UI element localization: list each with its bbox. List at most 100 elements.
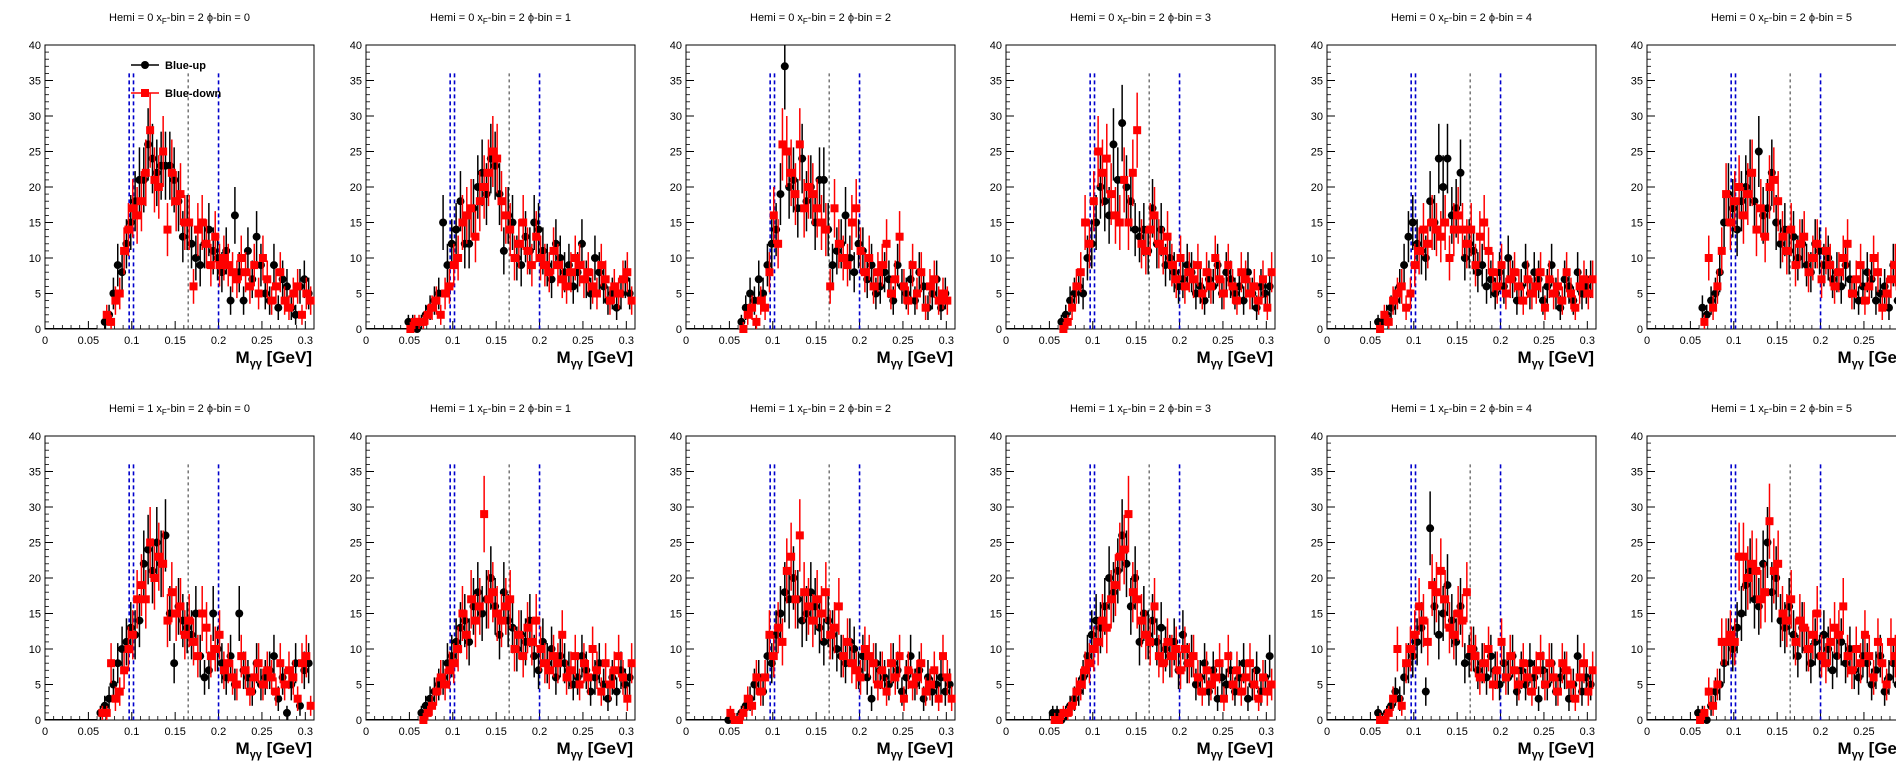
y-tick-label: 40 xyxy=(990,431,1002,443)
blue-down-marker xyxy=(882,687,891,696)
blue-down-marker xyxy=(1154,652,1163,661)
blue-down-marker xyxy=(1588,666,1597,675)
blue-down-marker xyxy=(921,303,930,312)
x-tick-label: 0.2 xyxy=(1493,726,1508,738)
blue-down-marker xyxy=(1202,666,1211,675)
blue-down-marker xyxy=(150,175,159,184)
blue-down-marker xyxy=(120,666,129,675)
blue-down-marker xyxy=(254,659,263,668)
blue-up-marker xyxy=(1109,140,1118,149)
blue-down-marker xyxy=(748,701,757,710)
blue-down-marker xyxy=(293,694,302,703)
blue-down-marker xyxy=(1124,218,1133,227)
blue-up-marker xyxy=(1135,637,1144,646)
blue-down-marker xyxy=(830,204,839,213)
blue-down-marker xyxy=(618,673,627,682)
y-tick-label: 15 xyxy=(29,609,41,621)
blue-down-marker xyxy=(791,190,800,199)
blue-down-marker xyxy=(137,197,146,206)
y-tick-label: 0 xyxy=(996,715,1002,727)
blue-down-marker xyxy=(1765,517,1774,526)
x-tick-label: 0.1 xyxy=(445,726,460,738)
blue-down-marker xyxy=(462,630,471,639)
blue-down-marker xyxy=(795,140,804,149)
y-tick-label: 30 xyxy=(1631,111,1643,123)
x-tick-label: 0 xyxy=(1003,335,1009,347)
x-tick-label: 0 xyxy=(1644,335,1650,347)
x-tick-label: 0.1 xyxy=(445,335,460,347)
blue-down-marker xyxy=(1410,261,1419,270)
blue-down-marker xyxy=(774,623,783,632)
x-axis-label: Mγγ [GeV] xyxy=(557,739,633,761)
blue-up-marker xyxy=(1239,296,1248,305)
blue-down-marker xyxy=(917,659,926,668)
blue-down-marker xyxy=(1228,282,1237,291)
blue-down-marker xyxy=(514,239,523,248)
x-tick-label: 0.05 xyxy=(78,335,99,347)
x-axis-label-subscript: γγ xyxy=(1532,358,1545,370)
blue-up-marker xyxy=(1543,282,1552,291)
blue-up-marker xyxy=(252,232,261,241)
blue-up-marker xyxy=(456,197,465,206)
blue-down-marker xyxy=(1813,239,1822,248)
blue-up-marker xyxy=(737,317,746,326)
blue-down-marker xyxy=(467,204,476,213)
blue-down-marker xyxy=(1445,623,1454,632)
blue-down-marker xyxy=(1821,659,1830,668)
x-tick-label: 0.25 xyxy=(1533,335,1554,347)
blue-down-marker xyxy=(258,254,267,262)
blue-up-marker xyxy=(118,645,127,653)
blue-up-marker xyxy=(534,666,543,675)
blue-down-marker xyxy=(1826,261,1835,270)
x-tick-label: 0.25 xyxy=(892,335,913,347)
blue-down-marker xyxy=(1436,566,1445,575)
chart-title-part: -bin = 2 ϕ-bin = 4 xyxy=(1449,12,1532,24)
blue-down-marker xyxy=(1501,673,1510,682)
blue-down-marker xyxy=(1397,282,1406,291)
blue-down-marker xyxy=(1141,246,1150,255)
y-tick-label: 0 xyxy=(1637,324,1643,336)
blue-down-marker xyxy=(306,701,315,710)
blue-down-marker xyxy=(419,317,428,326)
blue-down-marker xyxy=(1115,218,1124,227)
blue-down-marker xyxy=(1167,652,1176,661)
blue-down-marker xyxy=(445,282,454,291)
blue-up-marker xyxy=(499,246,508,255)
x-tick-label: 0.15 xyxy=(1125,726,1146,738)
blue-down-marker xyxy=(1098,168,1107,177)
chart-title-subscript: F xyxy=(162,17,167,26)
chart-title-part: -bin = 2 ϕ-bin = 0 xyxy=(167,12,250,24)
blue-up-marker xyxy=(1434,154,1443,163)
blue-down-marker xyxy=(206,652,215,661)
x-tick-label: 0 xyxy=(1003,726,1009,738)
blue-down-marker xyxy=(484,168,493,177)
blue-up-marker xyxy=(1573,652,1582,661)
x-tick-label: 0.2 xyxy=(532,335,547,347)
blue-up-marker xyxy=(113,659,122,668)
blue-down-marker xyxy=(1722,190,1731,199)
blue-up-marker xyxy=(1178,630,1187,639)
blue-down-marker xyxy=(1545,275,1554,284)
blue-down-marker xyxy=(1059,325,1068,333)
blue-down-marker xyxy=(180,218,189,227)
blue-up-marker xyxy=(767,659,776,668)
y-tick-label: 10 xyxy=(670,253,682,265)
blue-down-marker xyxy=(133,211,142,220)
blue-down-marker xyxy=(163,225,172,234)
blue-down-marker xyxy=(765,268,774,277)
blue-down-marker xyxy=(545,666,554,675)
blue-down-marker xyxy=(787,552,796,561)
y-tick-label: 35 xyxy=(990,76,1002,88)
blue-down-marker xyxy=(1860,296,1869,305)
blue-down-marker xyxy=(297,310,306,319)
y-tick-label: 35 xyxy=(670,76,682,88)
blue-down-marker xyxy=(1839,602,1848,611)
blue-down-marker xyxy=(549,652,558,661)
blue-up-marker xyxy=(1443,154,1452,163)
blue-down-marker xyxy=(198,218,207,227)
x-tick-label: 0.05 xyxy=(1360,335,1381,347)
blue-down-marker xyxy=(860,645,869,653)
blue-up-marker xyxy=(291,310,300,319)
blue-up-marker xyxy=(1131,225,1140,234)
blue-down-marker xyxy=(284,303,293,312)
